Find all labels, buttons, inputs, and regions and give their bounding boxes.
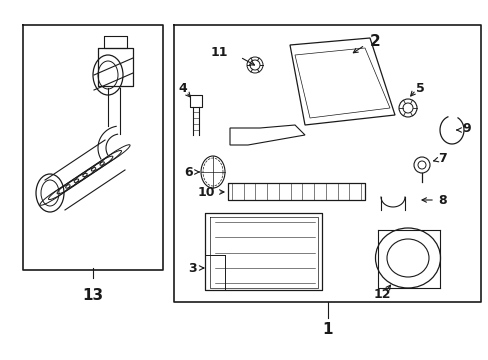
Text: 10: 10 (197, 185, 215, 198)
Text: 2: 2 (369, 35, 380, 49)
Text: 13: 13 (82, 288, 103, 302)
Text: 11: 11 (210, 46, 227, 59)
Text: 5: 5 (415, 81, 424, 94)
Text: 6: 6 (184, 166, 193, 180)
Text: 4: 4 (178, 81, 187, 94)
Text: 9: 9 (461, 122, 469, 135)
Text: 7: 7 (437, 152, 446, 165)
Text: 3: 3 (188, 261, 197, 274)
Text: 1: 1 (322, 323, 332, 338)
Text: 12: 12 (372, 288, 390, 302)
Text: 8: 8 (437, 194, 446, 207)
